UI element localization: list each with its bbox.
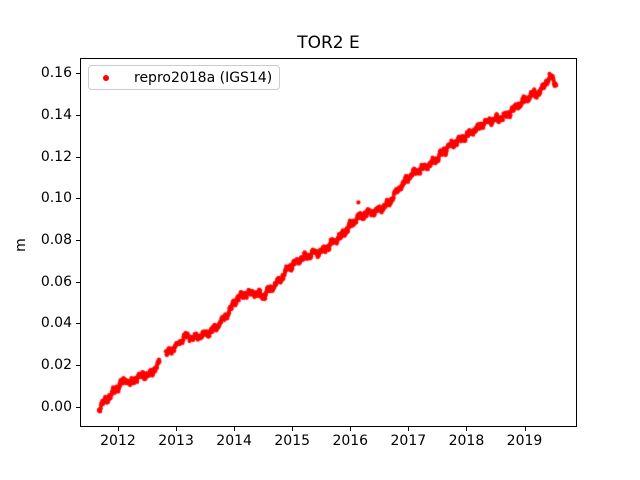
- y-tick-mark: [76, 198, 80, 200]
- legend-label: repro2018a (IGS14): [134, 69, 273, 86]
- y-tick-label: 0.00: [40, 398, 72, 415]
- y-tick-label: 0.04: [40, 315, 72, 332]
- y-tick-label: 0.10: [40, 190, 72, 207]
- y-tick-mark: [76, 239, 80, 241]
- y-tick-mark: [76, 365, 80, 367]
- plot-area: [80, 58, 577, 427]
- x-tick-mark: [408, 427, 410, 431]
- x-tick-label: 2018: [448, 433, 485, 449]
- chart-title: TOR2 E: [297, 33, 360, 53]
- x-tick-label: 2012: [100, 433, 136, 449]
- y-tick-mark: [76, 323, 80, 325]
- scatter-canvas: [81, 59, 576, 426]
- y-axis-label: m: [12, 238, 29, 252]
- y-tick-label: 0.14: [40, 106, 72, 123]
- x-tick-mark: [350, 427, 352, 431]
- y-tick-label: 0.02: [40, 357, 72, 374]
- y-tick-mark: [76, 114, 80, 116]
- legend: repro2018a (IGS14): [88, 65, 280, 90]
- x-tick-label: 2017: [390, 433, 427, 449]
- y-tick-mark: [76, 73, 80, 75]
- y-tick-label: 0.12: [40, 148, 72, 165]
- y-tick-mark: [76, 406, 80, 408]
- legend-marker-dot-icon: [103, 74, 109, 81]
- x-tick-label: 2019: [506, 433, 543, 449]
- y-tick-label: 0.08: [40, 231, 72, 248]
- x-tick-label: 2013: [158, 433, 194, 449]
- x-tick-label: 2016: [332, 433, 369, 449]
- x-tick-mark: [292, 427, 294, 431]
- y-tick-label: 0.06: [40, 273, 72, 290]
- x-tick-label: 2014: [216, 433, 252, 449]
- x-tick-mark: [176, 427, 178, 431]
- y-tick-label: 0.16: [40, 65, 72, 82]
- x-tick-mark: [234, 427, 236, 431]
- x-tick-label: 2015: [274, 433, 311, 449]
- x-tick-mark: [524, 427, 526, 431]
- y-tick-mark: [76, 156, 80, 158]
- x-tick-mark: [117, 427, 119, 431]
- x-tick-mark: [466, 427, 468, 431]
- y-tick-mark: [76, 281, 80, 283]
